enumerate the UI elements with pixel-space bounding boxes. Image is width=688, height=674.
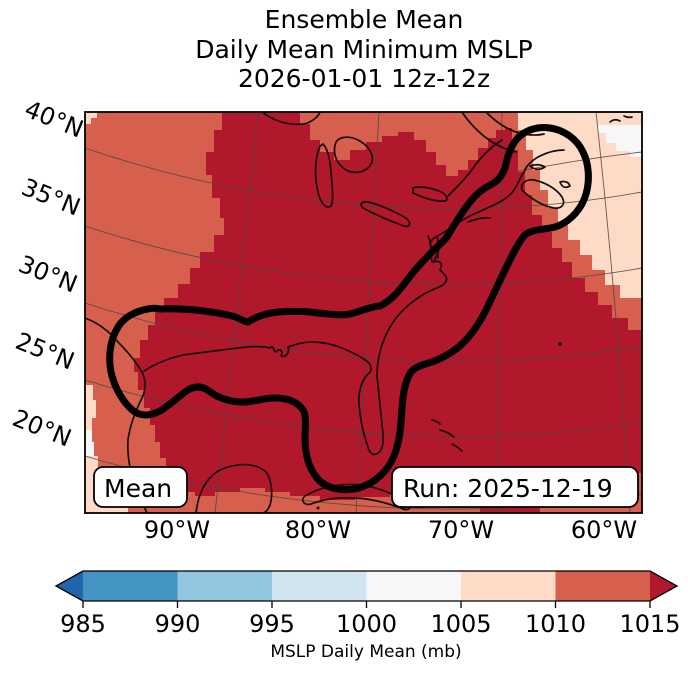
map-frame: [84, 111, 643, 514]
st-lawrence-river: [447, 139, 503, 197]
x-tick-labels: 90°W 80°W 70°W 60°W: [144, 516, 637, 544]
meridian-60w: [595, 112, 631, 513]
run-box-label: Run: 2025-12-19: [403, 474, 613, 503]
colorbar-left-arrow: [56, 571, 83, 601]
lake-erie: [360, 200, 411, 228]
prince-edward-island: [529, 163, 546, 171]
chart-title-line2: Daily Mean Minimum MSLP: [195, 35, 533, 64]
cape-breton: [559, 180, 571, 189]
colorbar-seg-985-990: [83, 571, 178, 601]
cb-tick-985: 985: [60, 610, 106, 638]
mean-box-label: Mean: [104, 474, 172, 503]
mean-box: [93, 466, 188, 508]
meridian-90w: [214, 112, 259, 513]
run-box: [391, 466, 639, 508]
lake-superior: [261, 112, 321, 126]
y-tick-35n: 35°N: [18, 173, 85, 222]
fill-patch-west-white: [85, 430, 94, 456]
y-tick-25n: 25°N: [12, 327, 79, 376]
x-tick-90w: 90°W: [144, 516, 210, 544]
y-tick-30n: 30°N: [15, 250, 82, 299]
cb-tick-1005: 1005: [430, 610, 491, 638]
yucatan: [195, 463, 273, 513]
parallel-35n: [85, 225, 642, 285]
coast-long-island: [467, 216, 491, 223]
gulf-islands: [609, 115, 633, 123]
nova-scotia: [520, 179, 565, 209]
fill-patch-topleft-peach: [85, 112, 97, 124]
colorbar-tick-marks: [82, 601, 651, 608]
x-tick-80w: 80°W: [285, 516, 351, 544]
parallel-45n: [514, 151, 642, 173]
colorbar-axis-label: MSLP Daily Mean (mb): [270, 642, 461, 662]
colorbar-seg-1005-1010: [461, 571, 556, 601]
y-tick-40n: 40°N: [21, 95, 88, 144]
colorbar-seg-1010-1015: [555, 571, 650, 601]
y-tick-20n: 20°N: [9, 404, 76, 453]
fill-patch-west-peach: [85, 385, 96, 430]
fill-region-ne-1000-1005: [598, 125, 642, 157]
map-canvas: [85, 112, 642, 513]
st-lawrence-north-shore: [485, 112, 545, 136]
isle-dot: [316, 506, 320, 510]
y-tick-labels: 40°N 35°N 30°N 25°N 20°N: [9, 95, 88, 453]
lake-huron: [333, 136, 374, 174]
bermuda-dot: [558, 342, 562, 346]
meridian-70w: [496, 112, 503, 513]
colorbar-seg-1000-1005: [366, 571, 461, 601]
bahamas: [395, 419, 463, 489]
x-tick-70w: 70°W: [428, 516, 494, 544]
cb-tick-995: 995: [249, 610, 295, 638]
coast-gulf-atlantic: [143, 149, 565, 456]
colorbar-tick-labels: 985 990 995 1000 1005 1010 1015: [60, 610, 680, 638]
colorbar-seg-990-995: [177, 571, 272, 601]
cb-tick-1010: 1010: [525, 610, 586, 638]
fill-region-north-1010-1015: [300, 112, 505, 176]
cb-tick-1000: 1000: [336, 610, 397, 638]
cb-tick-1015: 1015: [619, 610, 680, 638]
cb-tick-990: 990: [155, 610, 201, 638]
chart-title-line3: 2026-01-01 12z-12z: [238, 64, 490, 93]
x-tick-60w: 60°W: [571, 516, 637, 544]
chart-title-line1: Ensemble Mean: [265, 5, 464, 34]
lake-ontario: [412, 186, 448, 202]
colorbar: 985 990 995 1000 1005 1010 1015 MSLP Dai…: [54, 570, 681, 662]
colorbar-seg-995-1000: [272, 571, 367, 601]
mslp-contour: [106, 124, 592, 494]
colorbar-right-arrow: [650, 571, 677, 601]
lake-michigan: [314, 143, 334, 208]
